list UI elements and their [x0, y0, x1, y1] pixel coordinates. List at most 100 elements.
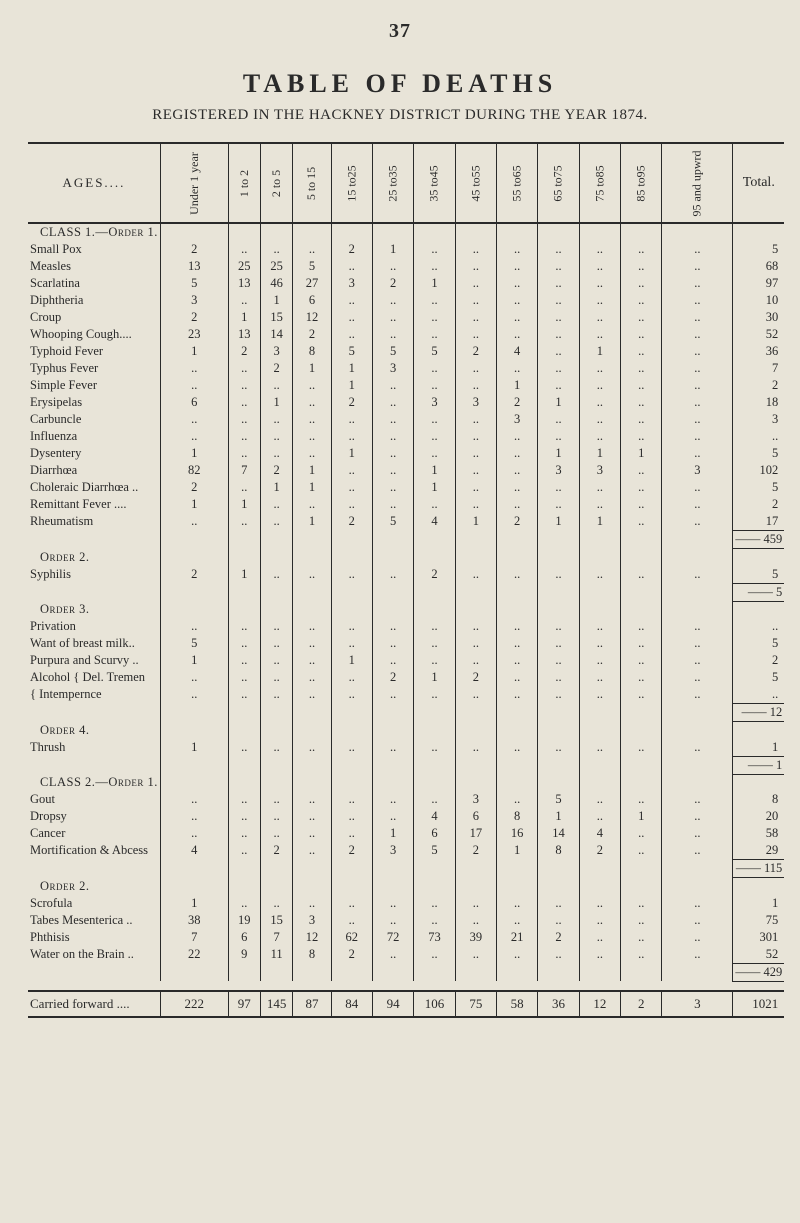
value-cell: 3: [455, 394, 496, 411]
table-row: Privation............................: [28, 618, 784, 635]
empty-cell: [662, 860, 733, 878]
value-cell: ..: [621, 635, 662, 652]
value-cell: ..: [579, 739, 620, 757]
empty-cell: [538, 963, 579, 981]
value-cell: ..: [372, 635, 413, 652]
value-cell: ..: [662, 808, 733, 825]
empty-cell: [260, 722, 292, 739]
value-cell: ..: [455, 479, 496, 496]
value-cell: ..: [228, 479, 260, 496]
value-cell: ..: [372, 411, 413, 428]
value-cell: ..: [228, 241, 260, 258]
empty-cell: [579, 860, 620, 878]
value-cell: ..: [621, 825, 662, 842]
empty-cell: [260, 963, 292, 981]
empty-cell: [160, 878, 228, 895]
empty-cell: [414, 583, 455, 601]
value-cell: ..: [228, 394, 260, 411]
empty-cell: [331, 704, 372, 722]
value-cell: ..: [331, 686, 372, 704]
row-label: Erysipelas: [28, 394, 160, 411]
value-cell: ..: [455, 445, 496, 462]
table-row: Dropsy............4681..1..20: [28, 808, 784, 825]
carried-value: 75: [455, 991, 496, 1017]
table-row: Syphilis21........2............5: [28, 566, 784, 584]
empty-cell: [293, 756, 331, 774]
value-cell: ..: [372, 445, 413, 462]
value-cell: ..: [496, 241, 537, 258]
value-cell: ..: [662, 360, 733, 377]
empty-cell: [331, 549, 372, 566]
value-cell: ..: [496, 479, 537, 496]
row-total: 30: [733, 309, 784, 326]
empty-cell: [496, 774, 537, 791]
value-cell: ..: [455, 326, 496, 343]
value-cell: ..: [621, 566, 662, 584]
value-cell: 2: [372, 669, 413, 686]
value-cell: ..: [260, 566, 292, 584]
value-cell: ..: [455, 946, 496, 964]
empty-total: [733, 774, 784, 791]
value-cell: ..: [621, 895, 662, 912]
value-cell: ..: [579, 652, 620, 669]
empty-cell: [621, 860, 662, 878]
value-cell: ..: [228, 895, 260, 912]
value-cell: ..: [662, 825, 733, 842]
carried-total: 1021: [733, 991, 784, 1017]
row-total: 18: [733, 394, 784, 411]
value-cell: ..: [293, 566, 331, 584]
empty-cell: [538, 774, 579, 791]
table-row: Small Pox2......21..............5: [28, 241, 784, 258]
value-cell: 2: [160, 241, 228, 258]
row-label: Scarlatina: [28, 275, 160, 292]
empty-cell: [621, 878, 662, 895]
empty-label: [28, 963, 160, 981]
value-cell: ..: [662, 309, 733, 326]
row-label: Purpura and Scurvy ..: [28, 652, 160, 669]
empty-cell: [621, 704, 662, 722]
value-cell: ..: [538, 377, 579, 394]
empty-cell: [455, 878, 496, 895]
empty-cell: [455, 860, 496, 878]
value-cell: 1: [496, 842, 537, 860]
empty-cell: [455, 774, 496, 791]
value-cell: ..: [579, 635, 620, 652]
value-cell: 1: [579, 513, 620, 531]
value-cell: 22: [160, 946, 228, 964]
row-label: Choleraic Diarrhœa ..: [28, 479, 160, 496]
value-cell: 3: [260, 343, 292, 360]
value-cell: ..: [228, 825, 260, 842]
value-cell: ..: [455, 496, 496, 513]
empty-cell: [293, 704, 331, 722]
value-cell: ..: [260, 825, 292, 842]
value-cell: ..: [372, 377, 413, 394]
value-cell: ..: [621, 394, 662, 411]
value-cell: ..: [331, 791, 372, 808]
value-cell: ..: [293, 241, 331, 258]
empty-cell: [160, 549, 228, 566]
carried-value: 36: [538, 991, 579, 1017]
empty-cell: [579, 549, 620, 566]
value-cell: 5: [414, 343, 455, 360]
value-cell: ..: [260, 686, 292, 704]
row-label: Whooping Cough....: [28, 326, 160, 343]
empty-cell: [331, 583, 372, 601]
value-cell: ..: [579, 496, 620, 513]
row-total: 10: [733, 292, 784, 309]
row-label: Thrush: [28, 739, 160, 757]
empty-cell: [455, 583, 496, 601]
value-cell: ..: [372, 791, 413, 808]
empty-cell: [372, 549, 413, 566]
value-cell: 1: [293, 513, 331, 531]
value-cell: ..: [455, 739, 496, 757]
value-cell: 6: [414, 825, 455, 842]
empty-cell: [496, 963, 537, 981]
value-cell: ..: [496, 566, 537, 584]
value-cell: ..: [455, 377, 496, 394]
value-cell: ..: [228, 360, 260, 377]
empty-total: [733, 878, 784, 895]
empty-label: [28, 704, 160, 722]
agecol-9: 65 to75: [538, 143, 579, 223]
value-cell: 3: [455, 791, 496, 808]
empty-cell: [455, 549, 496, 566]
